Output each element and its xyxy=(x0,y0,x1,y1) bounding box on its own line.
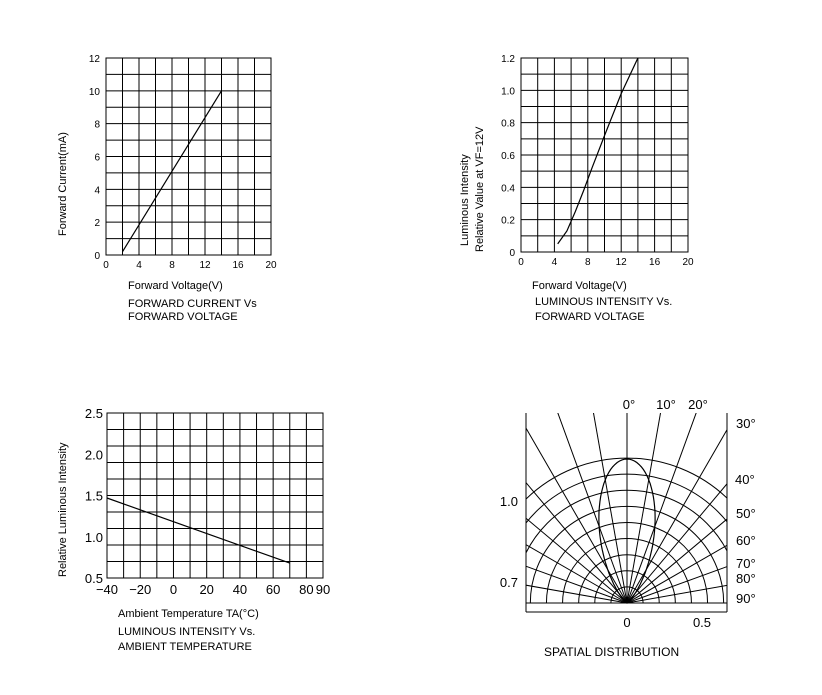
chart1-xtick: 12 xyxy=(199,260,211,271)
chart1-xtick: 20 xyxy=(265,260,277,271)
chart2-ytick: 0.8 xyxy=(501,119,515,130)
chart1-series-line xyxy=(121,90,223,253)
chart4-spoke xyxy=(526,517,628,604)
chart1-xlabel: Forward Voltage(V) xyxy=(128,280,223,292)
chart1-subtitle: FORWARD VOLTAGE xyxy=(128,311,238,323)
chart4-spoke xyxy=(526,427,628,604)
chart4-angle-label: 70° xyxy=(736,556,756,571)
chart4-angle-label: 0° xyxy=(623,397,635,412)
chart3-subtitle: AMBIENT TEMPERATURE xyxy=(118,641,252,653)
chart4-spoke xyxy=(626,413,697,604)
chart2-xlabel: Forward Voltage(V) xyxy=(532,280,627,292)
chart2-ylabel: Luminous Intensity xyxy=(459,154,471,246)
chart3-xtick: 40 xyxy=(233,582,247,597)
chart1-ytick: 12 xyxy=(89,54,101,65)
chart3-xtick: 0 xyxy=(170,582,177,597)
chart1-xtick: 16 xyxy=(232,260,244,271)
chart4-angle-label: 30° xyxy=(736,416,756,431)
chart2-ytick: 0 xyxy=(509,248,515,259)
chart2-title: LUMINOUS INTENSITY Vs. xyxy=(535,296,672,308)
chart4-left-label: 0.7 xyxy=(500,575,518,590)
chart4-spoke xyxy=(526,565,628,604)
chart4-bottom-label: 0.5 xyxy=(693,615,711,630)
chart2-xtick: 0 xyxy=(518,257,524,268)
chart3-xlabel: Ambient Temperature TA(°C) xyxy=(118,608,259,620)
chart1-xtick: 4 xyxy=(136,260,142,271)
chart4-spoke xyxy=(626,584,727,604)
chart3-ytick: 2.5 xyxy=(85,406,103,421)
chart4-angle-label: 50° xyxy=(736,506,756,521)
chart4-left-label: 1.0 xyxy=(500,494,518,509)
chart2-ytick: 0.2 xyxy=(501,216,515,227)
chart4-spoke xyxy=(592,413,628,604)
chart4-title: SPATIAL DISTRIBUTION xyxy=(544,645,679,659)
chart4-spoke xyxy=(626,413,662,604)
chart3-xtick: −40 xyxy=(96,582,118,597)
chart2-ytick: 1.0 xyxy=(501,86,515,97)
chart2-ytick: 1.2 xyxy=(501,54,515,65)
chart2-subtitle: FORWARD VOLTAGE xyxy=(535,311,645,323)
chart-luminous-vs-voltage: 0 4 8 12 16 20 0 0.2 0.4 0.6 0.8 1.0 1.2 Forward Vol… xyxy=(459,54,694,323)
chart1-ytick: 2 xyxy=(94,218,100,229)
chart4-spoke xyxy=(626,518,727,604)
chart4-angle-label: 10° xyxy=(656,397,676,412)
chart4-spoke xyxy=(626,566,727,604)
chart3-ylabel: Relative Luminous Intensity xyxy=(57,442,69,577)
chart-forward-current: 0 4 8 12 16 20 0 2 4 6 8 10 12 Forward Voltage(V) FO… xyxy=(57,54,277,323)
chart-luminous-vs-temperature: −40 −20 0 20 40 60 80 90 0.5 1.0 1.5 2.0 2.5 Ambient… xyxy=(57,406,330,653)
chart1-ylabel: Forward Current(mA) xyxy=(57,132,69,236)
chart3-series-line xyxy=(106,497,291,564)
chart4-spoke xyxy=(526,584,628,604)
chart1-ytick: 10 xyxy=(89,87,101,98)
chart4-spoke xyxy=(626,544,727,604)
chart4-spoke xyxy=(626,483,727,604)
chart2-series-line xyxy=(557,57,639,245)
chart1-ytick: 8 xyxy=(94,120,100,131)
chart3-xtick: 80 xyxy=(299,582,313,597)
chart4-pattern xyxy=(598,458,656,604)
chart2-xtick: 12 xyxy=(616,257,628,268)
chart4-angle-label: 20° xyxy=(688,397,708,412)
chart3-xtick: 90 xyxy=(316,582,330,597)
chart4-angle-label: 60° xyxy=(736,533,756,548)
chart4-spoke xyxy=(626,428,727,604)
chart3-ytick: 0.5 xyxy=(85,571,103,586)
chart4-spoke xyxy=(526,481,628,604)
chart3-xtick: 60 xyxy=(266,582,280,597)
chart3-xtick: 20 xyxy=(199,582,213,597)
chart3-ytick: 1.5 xyxy=(85,489,103,504)
chart1-xtick: 0 xyxy=(103,260,109,271)
chart4-spoke xyxy=(557,413,628,604)
chart2-xtick: 16 xyxy=(649,257,661,268)
chart1-xtick: 8 xyxy=(169,260,175,271)
chart1-ytick: 6 xyxy=(94,153,100,164)
chart4-bottom-label: 0 xyxy=(623,615,630,630)
chart2-ytick: 0.4 xyxy=(501,183,515,194)
chart3-ytick: 2.0 xyxy=(85,447,103,462)
chart2-xtick: 4 xyxy=(552,257,558,268)
chart4-angle-label: 40° xyxy=(735,472,755,487)
chart-spatial-distribution: 0° 10° 20°30°40°50°60°70°80°90°1.00.70 0.5 … xyxy=(500,397,756,659)
chart1-ytick: 4 xyxy=(94,185,100,196)
chart2-xtick: 20 xyxy=(682,257,694,268)
chart2-ylabel2: Relative Value at VF=12V xyxy=(474,126,486,252)
chart2-ytick: 0.6 xyxy=(501,151,515,162)
chart2-xtick: 8 xyxy=(585,257,591,268)
chart4-angle-label: 80° xyxy=(736,571,756,586)
chart3-ytick: 1.0 xyxy=(85,530,103,545)
chart3-title: LUMINOUS INTENSITY Vs. xyxy=(118,626,255,638)
chart4-spoke xyxy=(526,544,628,604)
chart4-angle-label: 90° xyxy=(736,591,756,606)
chart1-ytick: 0 xyxy=(94,251,100,262)
chart1-title: FORWARD CURRENT Vs xyxy=(128,298,257,310)
chart3-xtick: −20 xyxy=(129,582,151,597)
